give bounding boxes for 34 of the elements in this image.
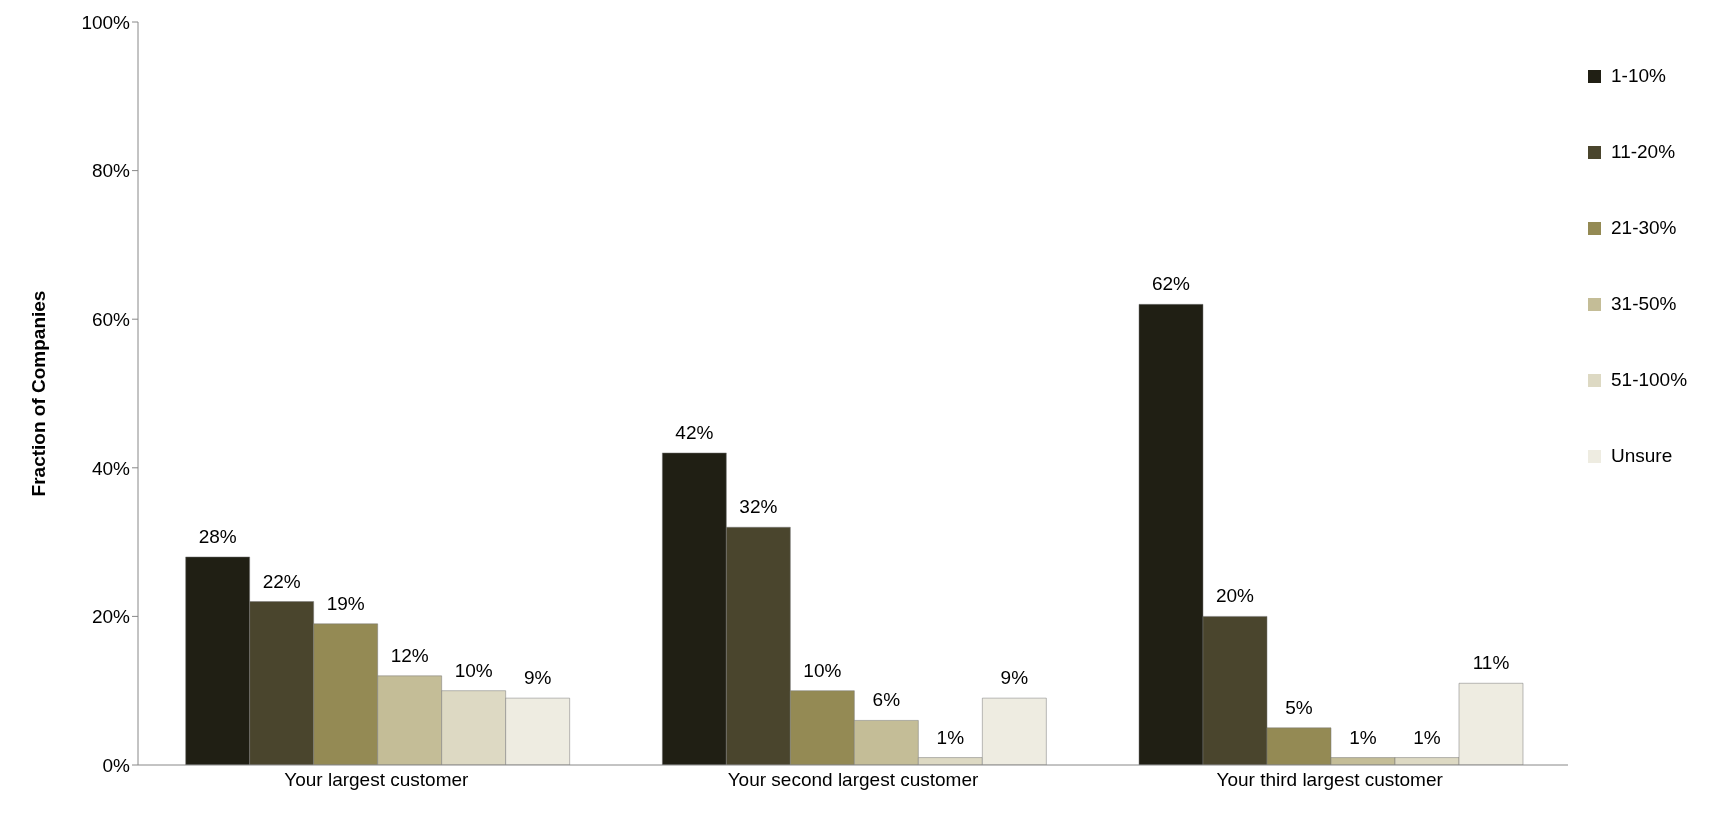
y-tick-label: 0% bbox=[102, 754, 131, 776]
legend-label: Unsure bbox=[1611, 445, 1673, 467]
data-label: 10% bbox=[803, 659, 842, 681]
legend-label: 1-10% bbox=[1611, 65, 1666, 87]
y-axis-title: Fraction of Companies bbox=[27, 290, 49, 497]
y-tick-label: 100% bbox=[81, 11, 131, 33]
data-label: 1% bbox=[1413, 726, 1441, 748]
x-tick-label: Your second largest customer bbox=[727, 769, 979, 791]
data-label: 10% bbox=[454, 659, 493, 681]
data-label: 20% bbox=[1215, 585, 1255, 607]
x-tick-label: Your largest customer bbox=[284, 769, 470, 791]
y-tick-label: 80% bbox=[91, 160, 131, 182]
data-label: 28% bbox=[198, 525, 237, 547]
y-tick-label: 20% bbox=[91, 606, 131, 628]
data-label: 42% bbox=[675, 421, 714, 443]
data-label: 32% bbox=[739, 496, 778, 518]
data-label: 62% bbox=[1151, 273, 1191, 295]
x-tick-label: Your third largest customer bbox=[1216, 769, 1444, 791]
legend-label: 21-30% bbox=[1611, 217, 1677, 239]
data-label: 5% bbox=[1285, 696, 1313, 718]
data-label: 9% bbox=[523, 667, 552, 689]
legend-label: 31-50% bbox=[1611, 293, 1677, 315]
data-label: 19% bbox=[326, 592, 365, 614]
data-label: 22% bbox=[262, 570, 301, 592]
data-label: 11% bbox=[1472, 652, 1510, 674]
y-tick-label: 60% bbox=[91, 308, 131, 330]
data-label: 1% bbox=[1349, 726, 1377, 748]
legend-label: 51-100% bbox=[1611, 369, 1688, 391]
data-label: 12% bbox=[390, 644, 429, 666]
legend-label: 11-20% bbox=[1611, 141, 1676, 163]
y-tick-label: 40% bbox=[91, 457, 131, 479]
data-label: 6% bbox=[872, 689, 901, 711]
data-label: 9% bbox=[1000, 667, 1029, 689]
data-label: 1% bbox=[936, 726, 965, 748]
